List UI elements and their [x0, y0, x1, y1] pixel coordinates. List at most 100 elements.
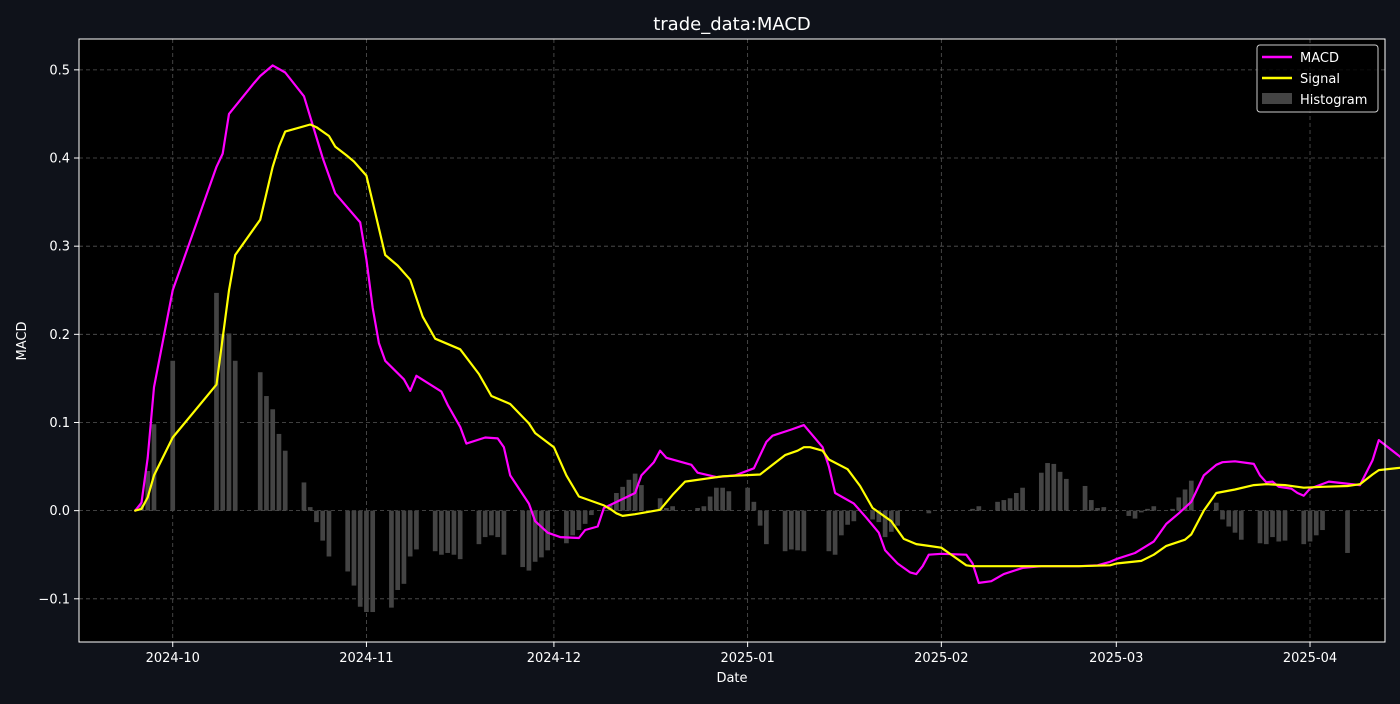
histogram-bar — [782, 510, 788, 552]
histogram-bar — [970, 508, 975, 511]
histogram-bar — [501, 510, 507, 555]
histogram-bar — [570, 510, 575, 536]
histogram-bar — [695, 508, 700, 511]
y-tick-label: 0.4 — [49, 152, 70, 167]
histogram-bar — [882, 510, 888, 538]
histogram-bar — [1013, 493, 1019, 511]
histogram-bar — [520, 510, 526, 568]
histogram-bar — [145, 470, 151, 511]
histogram-bar — [1270, 510, 1275, 538]
histogram-bar — [457, 510, 463, 560]
histogram-bar — [1001, 500, 1007, 511]
x-tick-label: 2024-11 — [339, 651, 393, 666]
histogram-bar — [282, 450, 288, 511]
histogram-bar — [851, 510, 857, 522]
histogram-bar — [664, 508, 669, 511]
histogram-bar — [1020, 487, 1025, 511]
y-tick-label: 0.3 — [49, 240, 70, 255]
histogram-bar — [370, 510, 376, 613]
histogram-bar — [264, 396, 269, 511]
histogram-bar — [1138, 510, 1144, 513]
y-tick-label: 0.0 — [49, 504, 70, 519]
histogram-bar — [214, 292, 219, 511]
histogram-bar — [895, 510, 900, 526]
histogram-bar — [270, 409, 276, 511]
histogram-bar — [582, 510, 588, 524]
histogram-bar — [714, 487, 719, 511]
histogram-bar — [1307, 510, 1313, 542]
histogram-bar — [1220, 510, 1225, 520]
histogram-bar — [314, 510, 319, 523]
y-tick-label: −0.1 — [38, 592, 70, 607]
histogram-bar — [545, 510, 551, 551]
histogram-bar — [395, 510, 401, 590]
histogram-bar — [745, 487, 750, 511]
x-tick-label: 2024-10 — [146, 651, 200, 666]
histogram-bar — [1301, 510, 1307, 545]
histogram-bar — [801, 510, 807, 552]
histogram-bar — [1051, 463, 1057, 511]
histogram-bar — [976, 506, 982, 511]
legend-histogram-label: Histogram — [1300, 93, 1367, 108]
histogram-bar — [1213, 502, 1219, 511]
signal-line — [134, 123, 1400, 568]
histogram-bar — [639, 485, 644, 511]
histogram-bar — [526, 510, 532, 571]
histogram-bar — [151, 424, 157, 511]
y-axis-label: MACD — [15, 322, 30, 361]
y-tick-label: 0.1 — [49, 416, 70, 431]
histogram-bar — [1095, 508, 1100, 511]
histogram-bar — [1263, 510, 1269, 545]
histogram-bar — [1226, 510, 1232, 527]
histogram-bar — [326, 510, 332, 557]
histogram-bar — [795, 510, 800, 551]
y-tick-label: 0.5 — [49, 63, 70, 78]
histogram-bar — [345, 510, 351, 572]
histogram-bar — [432, 510, 438, 552]
histogram-bar — [707, 496, 713, 511]
histogram-bar — [876, 510, 882, 523]
histogram-bar — [1170, 508, 1175, 511]
histogram-bar — [401, 510, 407, 584]
histogram-bar — [564, 510, 569, 544]
histogram-bar — [1320, 510, 1325, 531]
x-tick-label: 2025-01 — [720, 651, 774, 666]
histogram-bar — [789, 510, 794, 550]
x-tick-label: 2025-02 — [914, 651, 968, 666]
grid-lines — [79, 39, 1385, 642]
histogram-bar — [357, 510, 363, 607]
histogram-bar — [276, 433, 282, 511]
histogram-bar — [532, 510, 538, 562]
histogram-bar — [701, 506, 707, 511]
histogram-bar — [670, 506, 675, 511]
y-axis-ticks: −0.1 0.0 0.1 0.2 0.3 0.4 0.5 — [38, 63, 79, 607]
histogram-bar — [1082, 485, 1088, 511]
histogram-bar — [320, 510, 326, 541]
chart-title: trade_data:MACD — [653, 14, 811, 35]
histogram-bar — [451, 510, 457, 555]
histogram-bar — [576, 510, 582, 531]
legend-macd-label: MACD — [1300, 51, 1339, 66]
histogram-bar — [1345, 510, 1350, 553]
histogram-bar — [1063, 478, 1069, 511]
histogram-bar — [751, 501, 757, 511]
histogram-bar — [1257, 510, 1263, 544]
histogram-bar — [220, 334, 226, 511]
histogram-bar — [445, 510, 451, 553]
histogram-bar — [1313, 510, 1319, 536]
histogram-bar — [301, 482, 307, 511]
histogram-bar — [870, 510, 875, 520]
histogram-bar — [1132, 510, 1138, 519]
histogram-bar — [726, 491, 732, 511]
histogram-bar — [764, 510, 769, 545]
histogram-bar — [414, 510, 419, 550]
histogram-bar — [439, 510, 444, 555]
histogram-bar — [1282, 510, 1288, 541]
histogram-bar — [364, 510, 369, 613]
histogram-bar — [482, 510, 488, 538]
histogram-bar — [1238, 510, 1244, 540]
histogram-bar — [657, 498, 663, 511]
histogram-bar — [1276, 510, 1282, 542]
x-tick-label: 2025-03 — [1089, 651, 1143, 666]
